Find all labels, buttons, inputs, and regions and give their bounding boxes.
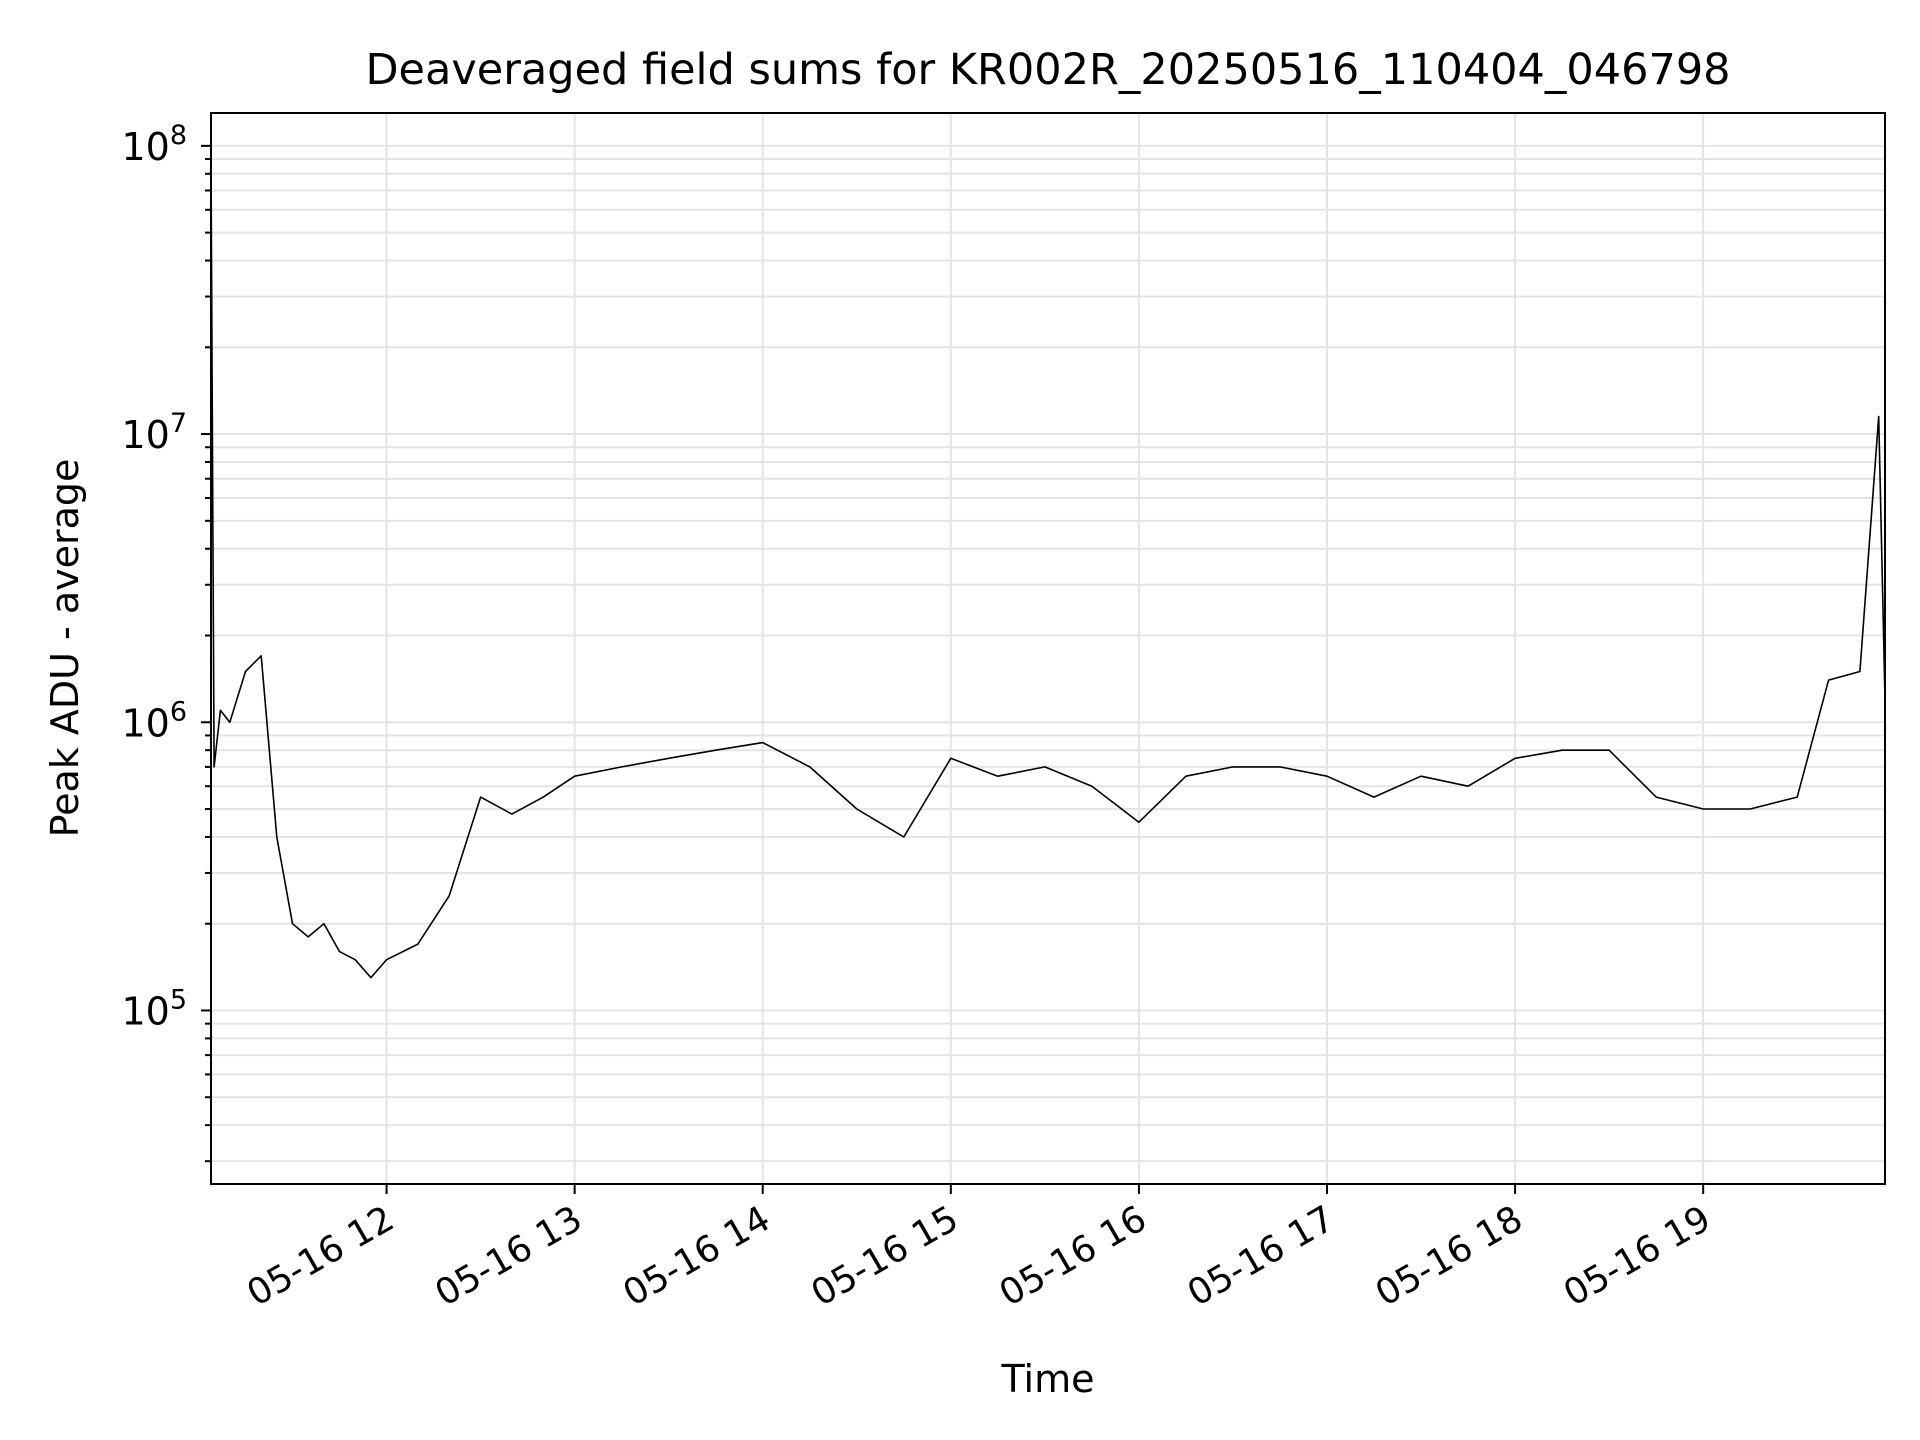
y-tick-label: 107 — [121, 408, 187, 457]
x-tick-label: 05-16 13 — [428, 1198, 589, 1314]
x-tick-label: 05-16 18 — [1369, 1198, 1530, 1314]
x-tick-label: 05-16 12 — [240, 1198, 401, 1314]
plot-frame — [210, 112, 1886, 1185]
x-tick-label: 05-16 15 — [805, 1198, 966, 1314]
y-axis-label: Peak ADU - average — [43, 459, 87, 838]
grid-layer — [211, 113, 1885, 1184]
chart-title: Deaveraged field sums for KR002R_2025051… — [365, 45, 1730, 95]
y-tick-label: 108 — [121, 120, 187, 169]
series-layer — [210, 158, 1886, 979]
x-tick-label: 05-16 17 — [1181, 1198, 1342, 1314]
y-tick-label: 105 — [121, 984, 187, 1033]
x-tick-label: 05-16 19 — [1557, 1198, 1718, 1314]
series-line — [210, 158, 1886, 979]
x-tick-label: 05-16 16 — [993, 1198, 1154, 1314]
x-axis-label: Time — [1001, 1357, 1095, 1401]
y-tick-label: 106 — [121, 696, 187, 745]
x-tick-label: 05-16 14 — [617, 1198, 778, 1314]
